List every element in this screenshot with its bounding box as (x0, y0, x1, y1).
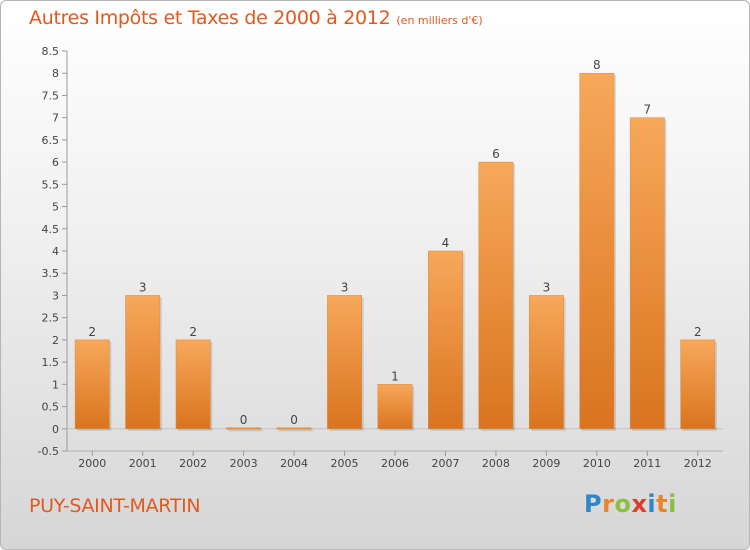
y-tick-label: 5 (52, 201, 59, 214)
bar-shadow (228, 429, 263, 432)
data-label: 8 (593, 58, 601, 72)
x-axis: 2000 2001 2002 2003 2004 2005 2006 2007 2008 2009… (67, 450, 723, 470)
bar (377, 384, 413, 430)
logo-letter: x (631, 490, 648, 518)
data-label: 3 (341, 280, 349, 294)
bar-shadow (278, 429, 314, 432)
logo-letter: r (602, 490, 615, 518)
y-tick-label: 8 (52, 67, 59, 80)
data-label: 2 (694, 325, 702, 339)
bar (226, 427, 262, 430)
x-tick-label: 2012 (684, 457, 712, 470)
chart-title-text: Autres Impôts et Taxes de 2000 à 2012 (29, 7, 391, 29)
bar (528, 295, 564, 430)
x-tick-label: 2003 (230, 457, 258, 470)
y-tick-label: 6 (52, 156, 59, 169)
logo-letter: P (584, 490, 603, 518)
logo-letter: i (668, 490, 677, 518)
data-label: 1 (391, 369, 399, 383)
bar (125, 295, 161, 430)
bar (327, 295, 362, 430)
y-tick-label: 1 (52, 378, 59, 391)
data-label: 0 (290, 413, 298, 427)
x-tick-label: 2007 (431, 457, 459, 470)
y-tick-label: 3 (52, 289, 59, 302)
x-tick-label: 2005 (331, 457, 359, 470)
y-tick-label: 4 (52, 245, 59, 258)
bars (74, 72, 717, 432)
data-label: 2 (189, 325, 197, 339)
bar (276, 427, 312, 430)
y-tick-label: 7 (52, 112, 59, 125)
x-tick-label: 2001 (129, 457, 157, 470)
bar (175, 339, 211, 430)
data-label: 3 (543, 280, 551, 294)
data-label: 6 (492, 147, 500, 161)
y-tick-label: 2.5 (42, 312, 60, 325)
data-label: 7 (643, 103, 651, 117)
logo-letter: t (656, 490, 669, 518)
x-tick-label: 2006 (381, 457, 409, 470)
logo-letter: i (647, 490, 657, 518)
x-tick-label: 2011 (633, 457, 661, 470)
data-label: 4 (442, 236, 450, 250)
y-tick-label: 1.5 (42, 356, 60, 369)
x-tick-label: 2010 (583, 457, 611, 470)
y-tick-label: 6.5 (42, 134, 60, 147)
logo-letter: o (614, 490, 632, 518)
bar (629, 117, 665, 430)
data-label: 2 (88, 325, 96, 339)
y-axis: -0.5 0 0.5 1 1.5 2 2.5 3 3.5 4 4.5 5 5.5 6 6.5 7 7.5 8 8.5 (38, 45, 723, 458)
y-tick-label: 8.5 (42, 45, 60, 58)
y-tick-label: 5.5 (42, 178, 60, 191)
chart-title: Autres Impôts et Taxes de 2000 à 2012 (en… (29, 7, 483, 29)
x-tick-label: 2008 (482, 457, 510, 470)
commune-name: PUY-SAINT-MARTIN (29, 495, 201, 517)
data-labels: 2 3 2 0 0 3 1 4 6 3 8 7 2 (88, 58, 701, 427)
bar (428, 250, 463, 430)
y-tick-label: 7.5 (42, 89, 60, 102)
y-tick-label: 3.5 (42, 267, 60, 280)
y-tick-label: 4.5 (42, 223, 60, 236)
data-label: 0 (240, 413, 248, 427)
y-tick-label: 0.5 (42, 401, 60, 414)
chart-unit-label: (en milliers d'€) (396, 14, 483, 27)
y-tick-label: 0 (52, 423, 59, 436)
x-tick-label: 2004 (280, 457, 308, 470)
y-tick-label: 2 (52, 334, 59, 347)
x-tick-label: 2000 (78, 457, 106, 470)
data-label: 3 (139, 280, 147, 294)
proxiti-logo[interactable]: Proxiti (584, 490, 677, 518)
x-tick-label: 2009 (532, 457, 560, 470)
bar (478, 161, 514, 430)
x-tick-label: 2002 (179, 457, 207, 470)
bar (579, 72, 615, 430)
bar (74, 339, 110, 430)
y-tick-label: -0.5 (38, 445, 59, 458)
bar (680, 339, 716, 430)
